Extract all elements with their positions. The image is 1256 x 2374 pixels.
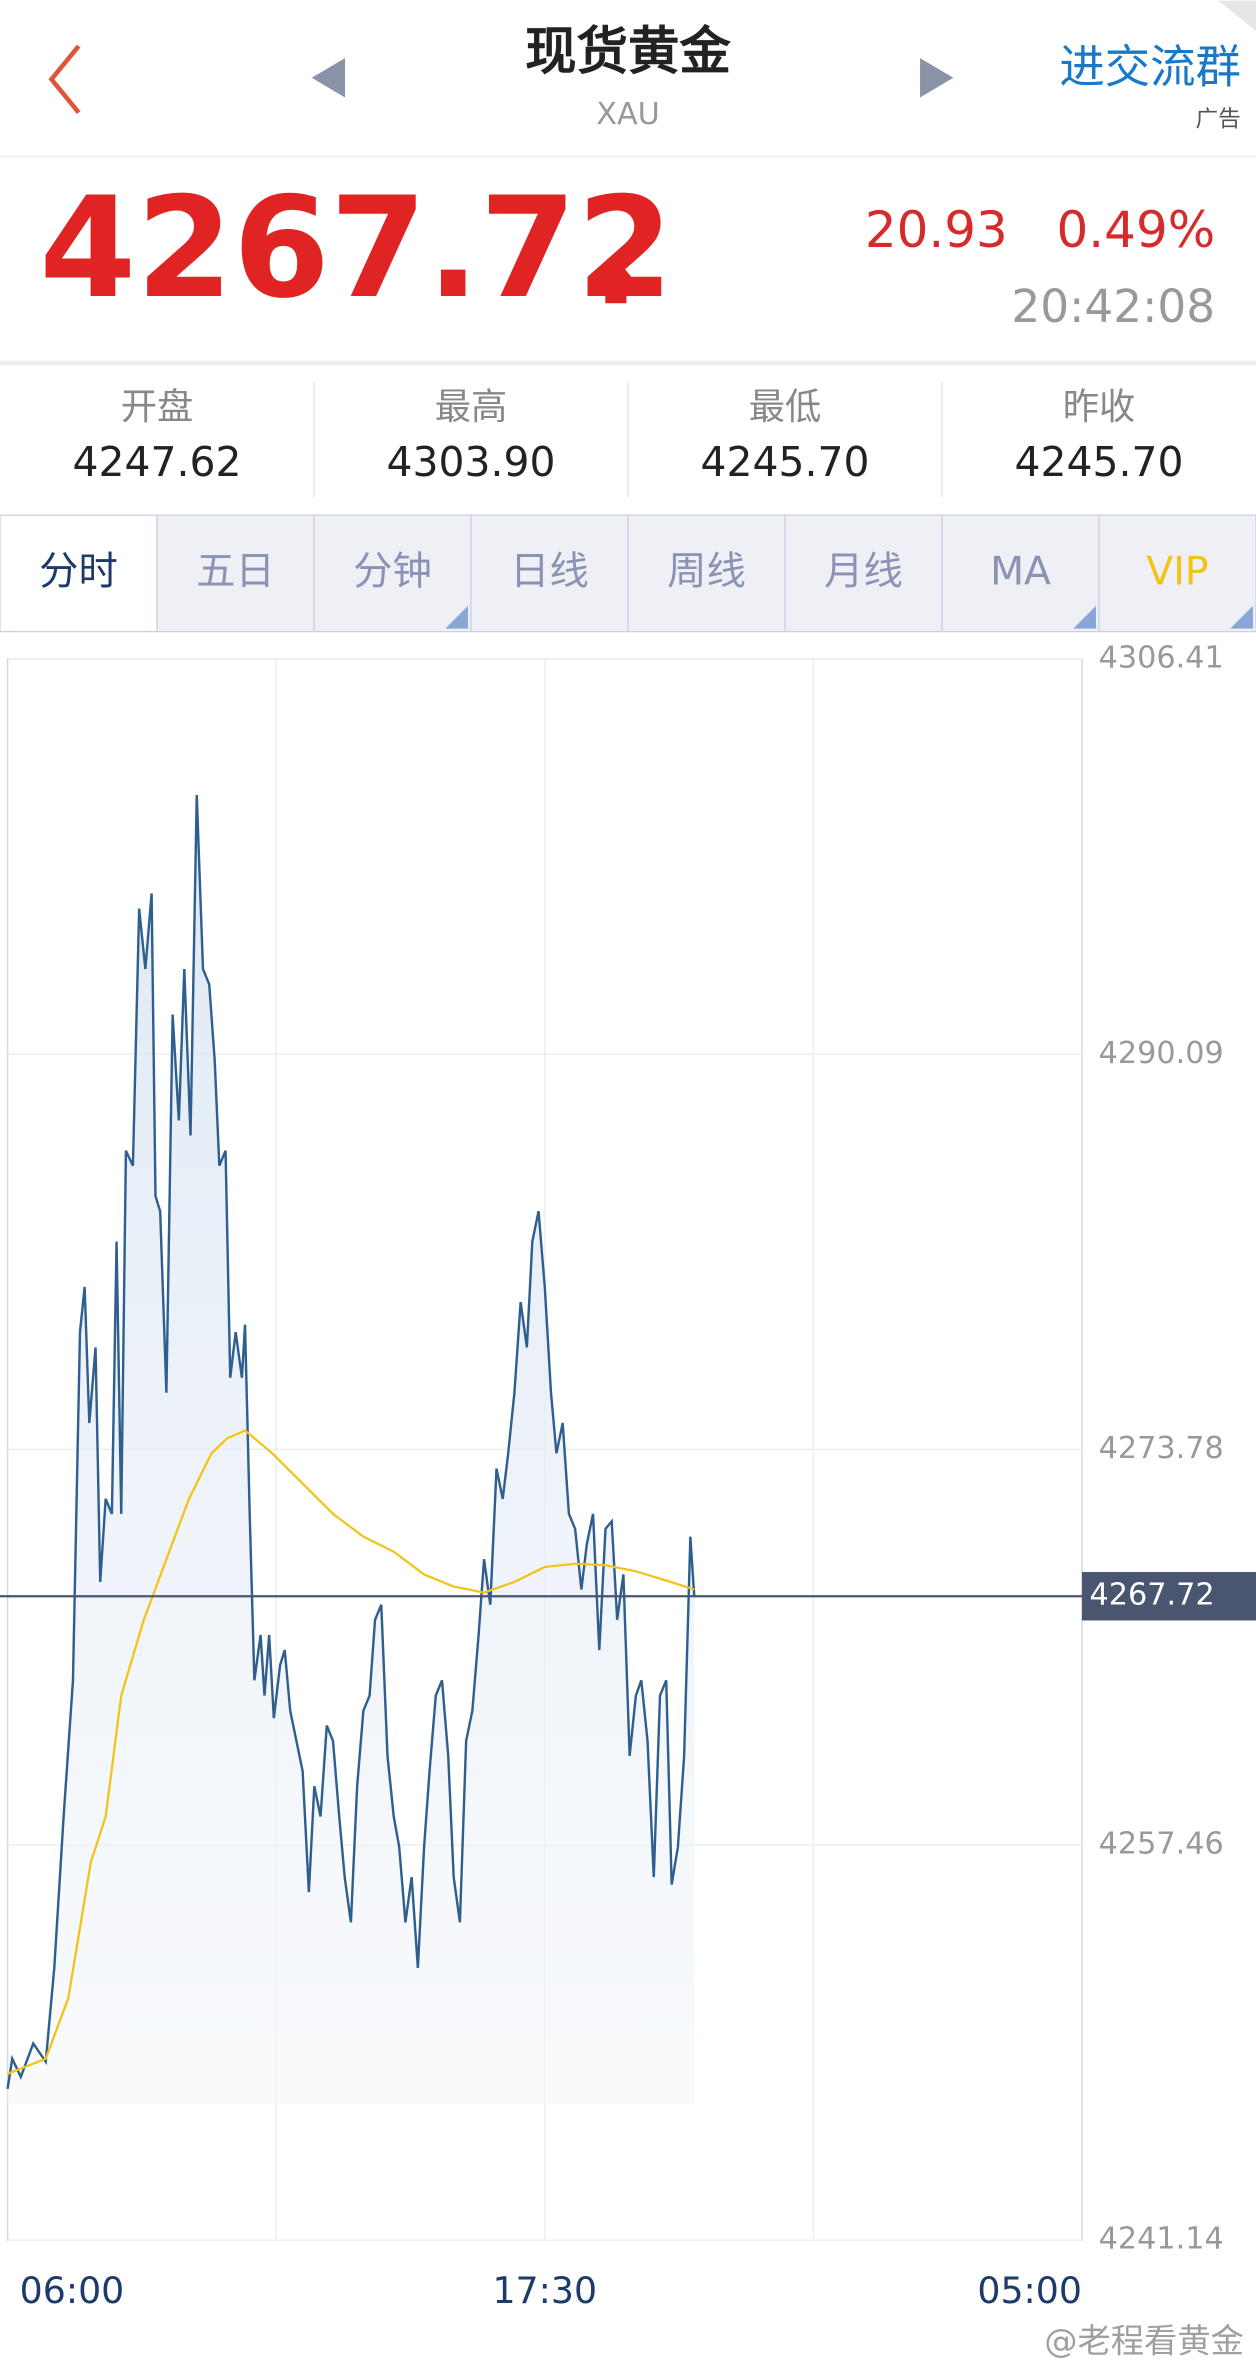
y-tick-label: 4273.78 [1099, 1431, 1224, 1466]
tab-label[interactable]: 月线 [824, 549, 903, 595]
stat-label: 最高 [435, 385, 508, 428]
y-tick-label: 4257.46 [1099, 1826, 1224, 1861]
tab-label[interactable]: 日线 [510, 549, 589, 595]
prev-arrow[interactable] [311, 58, 346, 98]
divider [0, 360, 1256, 366]
tab[interactable] [1098, 514, 1256, 633]
ad-label: 广告 [1195, 107, 1240, 133]
tab[interactable] [313, 514, 472, 633]
stat-label: 昨收 [1063, 385, 1136, 428]
tab[interactable] [470, 514, 629, 633]
stat-value: 4245.70 [1015, 438, 1184, 486]
x-tick-label: 06:00 [20, 2269, 125, 2312]
up-arrow [596, 257, 636, 304]
price: 4267.72 [39, 167, 673, 329]
y-tick-label: 4306.41 [1099, 640, 1224, 675]
title: 现货黄金 [525, 22, 731, 82]
y-tick-label: 4290.09 [1099, 1036, 1224, 1071]
stat-value: 4245.70 [701, 438, 870, 486]
tabs: 分时 五日 分钟 日线 周线 月线 MA VIP [0, 514, 1256, 633]
x-tick-label: 05:00 [977, 2269, 1082, 2312]
last-value-box [1081, 1572, 1256, 1621]
change-percent: 0.49% [1057, 201, 1216, 259]
stat-label: 最低 [749, 385, 822, 428]
tab[interactable] [627, 514, 786, 633]
tab[interactable] [0, 514, 158, 633]
tab-label[interactable]: 五日 [196, 549, 275, 595]
last-value-label: 4267.72 [1090, 1578, 1215, 1613]
group-link[interactable]: 进交流群 [1059, 41, 1241, 94]
tab-label[interactable]: 周线 [667, 549, 746, 595]
stats: 开盘 4247.62 最高 4303.90 最低 4245.70 昨收 4245.70 [73, 381, 1184, 497]
y-tick-label: 4241.14 [1099, 2222, 1224, 2257]
price-line [6, 794, 696, 2089]
change: 20.93 [865, 201, 1008, 259]
stat-value: 4247.62 [73, 438, 242, 486]
back-button[interactable] [48, 44, 81, 115]
tab-label[interactable]: MA [990, 549, 1051, 595]
x-tick-label: 17:30 [492, 2269, 597, 2312]
tab[interactable] [784, 514, 943, 633]
next-arrow[interactable] [920, 58, 954, 98]
watermark: @老程看黄金 [1044, 2322, 1244, 2361]
tab[interactable] [941, 514, 1100, 633]
tab-label[interactable]: 分钟 [353, 549, 432, 595]
ad-close[interactable] [1218, 0, 1256, 31]
price-line [7, 1429, 695, 2075]
stat-value: 4303.90 [387, 438, 556, 486]
chart: 4241.14 4257.46 4273.78 4290.09 4306.41 06:00… [0, 640, 1256, 2312]
stat-label: 开盘 [121, 385, 194, 428]
tab-label[interactable]: 分时 [39, 549, 118, 595]
area-fill [7, 795, 695, 2105]
quote-time: 20:42:08 [1011, 280, 1215, 333]
tab-label[interactable]: VIP [1146, 549, 1208, 595]
symbol: XAU [596, 97, 660, 132]
